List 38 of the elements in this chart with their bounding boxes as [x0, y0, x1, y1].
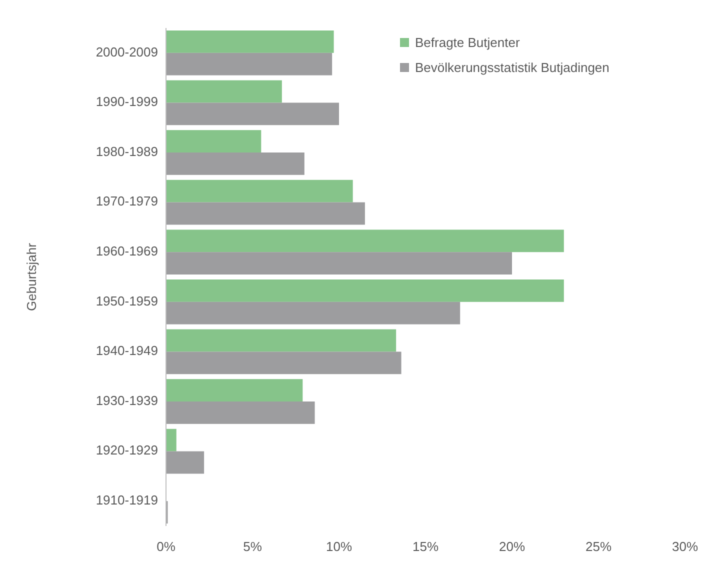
- y-tick-label: 1940-1949: [96, 343, 158, 358]
- bar: [166, 379, 303, 402]
- x-tick-label: 0%: [156, 539, 176, 554]
- legend-label: Bevölkerungsstatistik Butjadingen: [415, 60, 610, 75]
- bar: [166, 130, 262, 152]
- y-tick-label: 1910-1919: [96, 492, 158, 508]
- y-tick-label: 1930-1939: [96, 392, 158, 408]
- x-tick-label: 10%: [326, 539, 352, 554]
- bar: [166, 80, 282, 103]
- x-tick-label: 20%: [498, 539, 526, 554]
- y-tick-label: 1920-1929: [96, 442, 158, 458]
- legend-label: Befragte Butjenter: [415, 35, 520, 50]
- bar: [166, 230, 564, 252]
- bar: [166, 152, 304, 175]
- x-tick-label: 15%: [412, 539, 439, 554]
- y-tick-label: 1980-1989: [96, 144, 158, 159]
- bar: [166, 402, 315, 424]
- bar: [166, 302, 460, 324]
- y-tick-label: 1970-1979: [96, 194, 158, 209]
- y-tick-label: 2000-2009: [96, 44, 158, 60]
- bar: [166, 279, 564, 302]
- bar: [166, 180, 353, 202]
- bar: [166, 30, 334, 53]
- bar: [166, 202, 365, 225]
- y-tick-label: 1960-1969: [96, 244, 158, 259]
- x-tick-label: 5%: [243, 539, 262, 554]
- bar: [166, 352, 402, 374]
- bar: [166, 329, 396, 352]
- y-tick-label: 1950-1959: [96, 293, 158, 308]
- bar: [166, 102, 339, 126]
- y-tick-label: 1990-1999: [96, 94, 158, 110]
- bar: [166, 252, 512, 275]
- bar: [166, 428, 176, 452]
- y-axis-title: Geburtsjahr: [24, 242, 39, 311]
- x-tick-label: 30%: [672, 539, 698, 554]
- bar: [166, 52, 332, 76]
- x-tick-label: 25%: [585, 539, 612, 554]
- bar: [166, 451, 204, 474]
